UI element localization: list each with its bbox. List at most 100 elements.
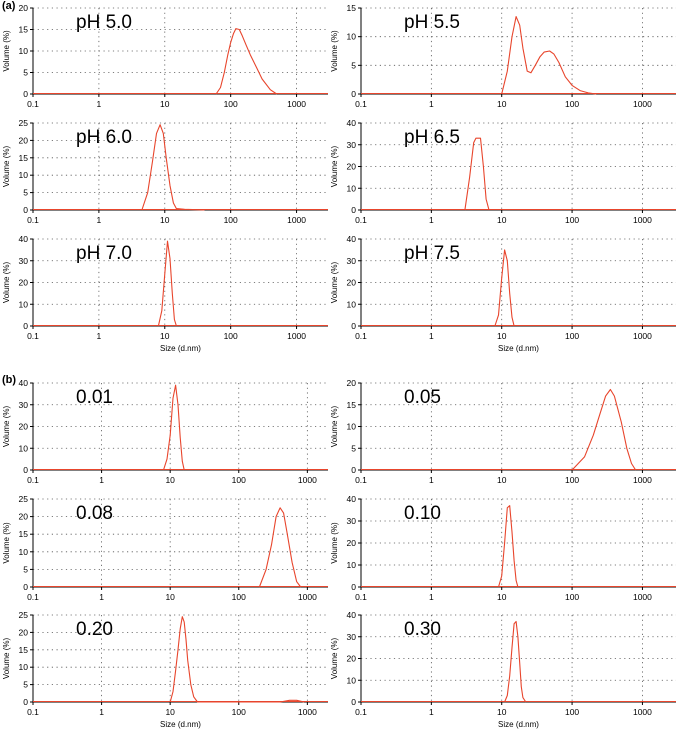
chart-title: pH 6.0 (76, 127, 132, 148)
chart-title: 0.08 (76, 503, 113, 524)
x-tick-label: 10 (497, 331, 507, 341)
x-tick-label: 10 (497, 707, 507, 717)
x-tick-label: 1000 (633, 592, 652, 602)
series-line (497, 505, 519, 588)
y-tick-label: 30 (347, 516, 357, 526)
y-tick-label: 25 (19, 118, 29, 128)
x-tick-label: 10 (165, 592, 175, 602)
x-tick-label: 10 (160, 331, 170, 341)
chart-title: 0.01 (76, 387, 113, 408)
y-tick-label: 5 (23, 188, 28, 198)
y-tick-label: 40 (19, 234, 29, 244)
x-tick-label: 10 (165, 475, 175, 485)
x-tick-label: 1 (429, 592, 434, 602)
x-tick-label: 0.1 (355, 215, 367, 225)
x-tick-label: 1 (429, 215, 434, 225)
x-tick-label: 1000 (633, 475, 652, 485)
y-tick-label: 20 (347, 278, 357, 288)
x-tick-label: 1 (429, 475, 434, 485)
y-tick-label: 15 (347, 3, 357, 13)
y-tick-label: 30 (347, 256, 357, 266)
series-line (157, 240, 177, 327)
y-tick-label: 10 (19, 170, 29, 180)
x-tick-label: 1000 (298, 475, 317, 485)
chart-10: 0 10 20 30 40 0.1 1 10 100 1000 Volume (%) 0.10 (330, 494, 676, 602)
x-axis-label: Size (d.nm) (498, 344, 539, 353)
chart-title: 0.05 (404, 387, 441, 408)
series-line (464, 137, 490, 211)
chart-title: pH 5.5 (404, 12, 460, 33)
x-tick-label: 10 (497, 215, 507, 225)
x-tick-label: 0.1 (27, 592, 39, 602)
y-tick-label: 30 (19, 400, 29, 410)
chart-title: 0.10 (404, 503, 441, 524)
x-tick-label: 1000 (298, 592, 317, 602)
series-line (141, 124, 205, 211)
x-tick-label: 100 (565, 707, 579, 717)
y-axis-label: Volume (%) (2, 405, 11, 447)
y-tick-label: 5 (23, 68, 28, 78)
y-tick-label: 20 (347, 378, 357, 388)
chart-8: 0 5 10 15 20 0.1 1 10 100 1000 Volume (%) 0.05 (330, 378, 676, 485)
y-tick-label: 40 (19, 378, 29, 388)
y-tick-label: 10 (347, 422, 357, 432)
chart-title: pH 7.0 (76, 243, 132, 264)
y-tick-label: 0 (23, 697, 28, 707)
y-tick-label: 10 (347, 560, 357, 570)
x-tick-label: 100 (232, 707, 246, 717)
x-tick-label: 1 (99, 707, 104, 717)
x-tick-label: 0.1 (27, 707, 39, 717)
chart-11: 0 5 10 15 20 25 0.1 1 10 100 1000 Volume (%) Size (d… (2, 610, 328, 729)
series-line (258, 507, 302, 588)
x-tick-label: 1 (97, 99, 102, 109)
x-tick-label: 0.1 (355, 592, 367, 602)
y-tick-label: 30 (19, 256, 29, 266)
y-tick-label: 10 (347, 675, 357, 685)
y-tick-label: 30 (347, 140, 357, 150)
x-tick-label: 0.1 (355, 99, 367, 109)
series-line (169, 616, 305, 703)
chart-3: 0 5 10 15 20 25 0.1 1 10 100 1000 Volume (%) pH 6.0 (2, 118, 328, 225)
y-tick-label: 10 (19, 443, 29, 453)
y-tick-label: 40 (347, 234, 357, 244)
y-tick-label: 30 (347, 632, 357, 642)
y-tick-label: 20 (19, 278, 29, 288)
series-line (571, 388, 637, 471)
y-tick-label: 0 (351, 697, 356, 707)
y-tick-label: 10 (347, 183, 357, 193)
y-axis-label: Volume (%) (2, 145, 11, 187)
x-tick-label: 1000 (633, 331, 652, 341)
y-tick-label: 20 (347, 538, 357, 548)
chart-4: 0 10 20 30 40 0.1 1 10 100 1000 Volume (%) pH 6.5 (330, 118, 676, 225)
x-tick-label: 0.1 (355, 331, 367, 341)
y-tick-label: 0 (23, 582, 28, 592)
x-tick-label: 1000 (633, 99, 652, 109)
y-axis-label: Volume (%) (330, 405, 339, 447)
chart-title: 0.30 (404, 619, 441, 640)
x-tick-label: 100 (224, 215, 238, 225)
x-tick-label: 1000 (287, 331, 306, 341)
y-tick-label: 20 (19, 3, 29, 13)
x-tick-label: 1000 (298, 707, 317, 717)
x-tick-label: 100 (224, 331, 238, 341)
x-tick-label: 10 (160, 99, 170, 109)
x-tick-label: 0.1 (355, 475, 367, 485)
y-axis-label: Volume (%) (2, 30, 11, 72)
y-tick-label: 20 (19, 135, 29, 145)
y-tick-label: 15 (19, 25, 29, 35)
y-tick-label: 20 (19, 422, 29, 432)
series-line (162, 384, 185, 471)
y-tick-label: 0 (23, 205, 28, 215)
y-tick-label: 25 (19, 610, 29, 620)
y-tick-label: 40 (347, 610, 357, 620)
x-tick-label: 100 (224, 99, 238, 109)
y-tick-label: 0 (351, 582, 356, 592)
chart-6: 0 10 20 30 40 0.1 1 10 100 1000 Volume (%) Size (d.… (330, 234, 676, 353)
y-tick-label: 10 (347, 32, 357, 42)
x-tick-label: 1 (97, 215, 102, 225)
y-tick-label: 15 (347, 400, 357, 410)
y-tick-label: 10 (19, 46, 29, 56)
x-tick-label: 1 (97, 331, 102, 341)
